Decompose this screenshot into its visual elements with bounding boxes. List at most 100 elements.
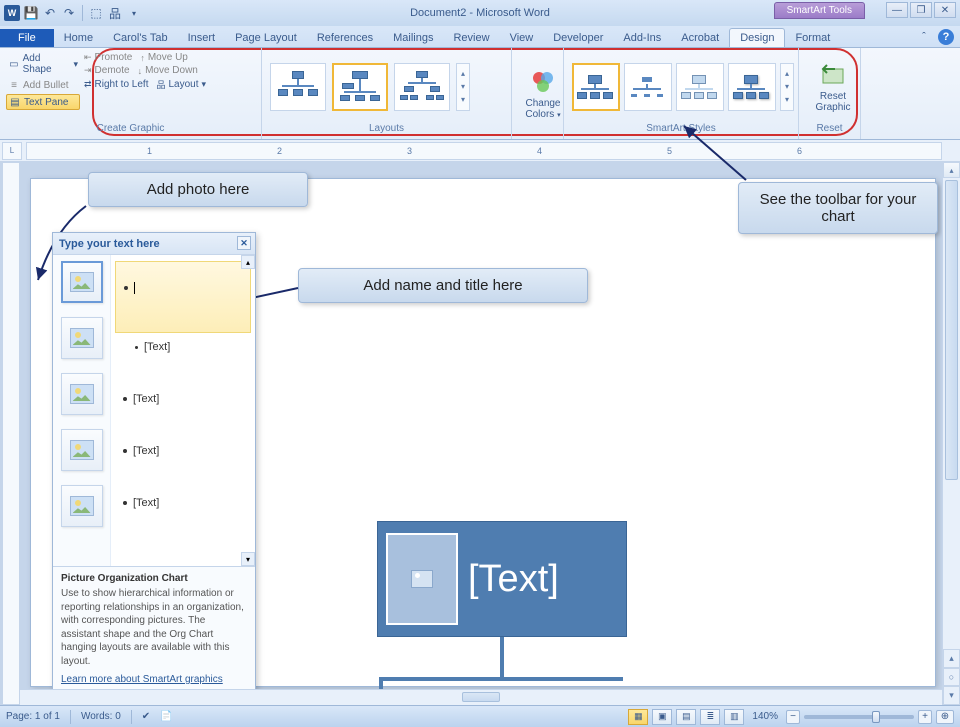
tab-addins[interactable]: Add-Ins (613, 29, 671, 47)
text-pane-item-2[interactable]: [Text] (115, 339, 251, 367)
tab-page-layout[interactable]: Page Layout (225, 29, 307, 47)
scroll-up-button[interactable]: ▴ (943, 162, 960, 178)
view-print-layout-button[interactable]: ▦ (628, 709, 648, 725)
text-pane-thumb-1[interactable] (61, 261, 103, 303)
add-bullet-button[interactable]: ≡Add Bullet (6, 78, 80, 92)
text-pane-footer-title: Picture Organization Chart (61, 573, 247, 584)
tab-review[interactable]: Review (443, 29, 499, 47)
tab-carols[interactable]: Carol's Tab (103, 29, 177, 47)
chart-node-root[interactable]: [Text] (377, 521, 627, 637)
tab-mailings[interactable]: Mailings (383, 29, 443, 47)
text-pane-list[interactable]: ▴ [Text] [Text] [Text] [Text] ▾ (111, 255, 255, 566)
style-thumb-1[interactable] (572, 63, 620, 111)
horizontal-scroll-thumb[interactable] (462, 692, 500, 702)
add-shape-icon: ▭ (8, 58, 20, 70)
style-thumb-4[interactable] (728, 63, 776, 111)
quick-access-toolbar: W 💾 ↶ ↷ ⬚ 品 ▾ (0, 5, 146, 21)
tab-design[interactable]: Design (729, 28, 785, 47)
text-pane-item-3[interactable]: [Text] (115, 391, 251, 419)
chart-connector (500, 637, 504, 677)
view-web-layout-button[interactable]: ▤ (676, 709, 696, 725)
layout-button[interactable]: 品Layout▾ (156, 78, 206, 91)
text-pane-thumb-4[interactable] (61, 429, 103, 471)
tab-home[interactable]: Home (54, 29, 103, 47)
promote-button[interactable]: ⇤Promote (84, 52, 132, 63)
tab-insert[interactable]: Insert (178, 29, 226, 47)
status-proofing-icon[interactable]: ✔ (142, 711, 150, 722)
smartart-text-pane: Type your text here ✕ ▴ [Text] [Text] [T… (52, 232, 256, 692)
text-pane-item-5[interactable]: [Text] (115, 495, 251, 523)
tab-references[interactable]: References (307, 29, 383, 47)
restore-button[interactable]: ❐ (910, 2, 932, 18)
zoom-fit-button[interactable]: ⊕ (936, 710, 954, 724)
text-pane-learn-more-link[interactable]: Learn more about SmartArt graphics (61, 674, 247, 685)
close-button[interactable]: ✕ (934, 2, 956, 18)
change-colors-button[interactable]: Change Colors ▾ (523, 64, 562, 124)
vertical-scroll-thumb[interactable] (945, 180, 958, 480)
text-pane-scroll-down[interactable]: ▾ (241, 552, 255, 566)
horizontal-scrollbar[interactable] (20, 689, 942, 705)
layouts-expand-button[interactable]: ▴▾▾ (456, 63, 470, 111)
ruler-scale[interactable]: 1 2 3 4 5 6 (26, 142, 942, 160)
tab-file[interactable]: File (0, 29, 54, 47)
chart-node-picture-placeholder[interactable] (386, 533, 458, 625)
text-pane-close-button[interactable]: ✕ (237, 236, 251, 250)
zoom-slider[interactable] (804, 715, 914, 719)
text-pane-button[interactable]: ▤Text Pane (6, 94, 80, 110)
add-shape-button[interactable]: ▭Add Shape▾ (6, 52, 80, 76)
picture-placeholder-icon (70, 496, 94, 516)
ruler-tab-selector[interactable]: L (2, 142, 22, 160)
text-pane-item-4[interactable]: [Text] (115, 443, 251, 471)
tab-format[interactable]: Format (785, 29, 840, 47)
next-page-button[interactable]: ▾ (943, 686, 960, 705)
status-words[interactable]: Words: 0 (81, 711, 121, 722)
vertical-scrollbar[interactable]: ▴ ▾ (942, 162, 960, 687)
undo-icon[interactable]: ↶ (42, 5, 58, 21)
text-pane-thumb-3[interactable] (61, 373, 103, 415)
minimize-button[interactable]: — (886, 2, 908, 18)
text-pane-scroll-up[interactable]: ▴ (241, 255, 255, 269)
zoom-out-button[interactable]: − (786, 710, 800, 724)
zoom-level-label[interactable]: 140% (752, 711, 778, 722)
word-app-icon[interactable]: W (4, 5, 20, 21)
chart-node-text[interactable]: [Text] (468, 558, 559, 601)
demote-button[interactable]: ⇥Demote (84, 65, 130, 76)
prev-page-button[interactable]: ▴ (943, 649, 960, 668)
move-up-button[interactable]: ↑Move Up (140, 52, 188, 63)
picture-placeholder-icon (70, 384, 94, 404)
text-pane-thumb-2[interactable] (61, 317, 103, 359)
style-thumb-2[interactable] (624, 63, 672, 111)
status-page[interactable]: Page: 1 of 1 (6, 711, 60, 722)
help-icon[interactable]: ? (938, 29, 954, 45)
tab-acrobat[interactable]: Acrobat (671, 29, 729, 47)
style-thumb-3[interactable] (676, 63, 724, 111)
qat-custom-icon[interactable]: ⬚ (88, 5, 104, 21)
move-down-button[interactable]: ↓Move Down (138, 65, 198, 76)
browse-object-button[interactable]: ○ (943, 668, 960, 687)
layout-thumb-3[interactable] (394, 63, 450, 111)
layout-thumb-1[interactable] (270, 63, 326, 111)
view-draft-button[interactable]: ▥ (724, 709, 744, 725)
view-full-screen-button[interactable]: ▣ (652, 709, 672, 725)
zoom-in-button[interactable]: + (918, 710, 932, 724)
ruler-vertical[interactable] (2, 162, 20, 705)
tab-view[interactable]: View (500, 29, 544, 47)
qat-org-icon[interactable]: 品 (107, 5, 123, 21)
zoom-slider-thumb[interactable] (872, 711, 880, 723)
minimize-ribbon-icon[interactable]: ˆ (916, 29, 932, 45)
text-pane-icon: ▤ (9, 96, 21, 108)
smartart-chart[interactable]: [Text] [Text] (291, 509, 960, 705)
layout-thumb-2[interactable] (332, 63, 388, 111)
styles-expand-button[interactable]: ▴▾▾ (780, 63, 794, 111)
text-pane-thumb-5[interactable] (61, 485, 103, 527)
tab-developer[interactable]: Developer (543, 29, 613, 47)
reset-graphic-button[interactable]: Reset Graphic (811, 57, 854, 117)
annotation-callout-3: See the toolbar for your chart (738, 182, 938, 234)
status-insert-icon[interactable]: 📄 (160, 711, 172, 722)
qat-dropdown-icon[interactable]: ▾ (126, 5, 142, 21)
save-icon[interactable]: 💾 (23, 5, 39, 21)
text-pane-item-1[interactable] (115, 261, 251, 333)
right-to-left-button[interactable]: ⇄Right to Left (84, 78, 148, 91)
redo-icon[interactable]: ↷ (61, 5, 77, 21)
view-outline-button[interactable]: ≣ (700, 709, 720, 725)
